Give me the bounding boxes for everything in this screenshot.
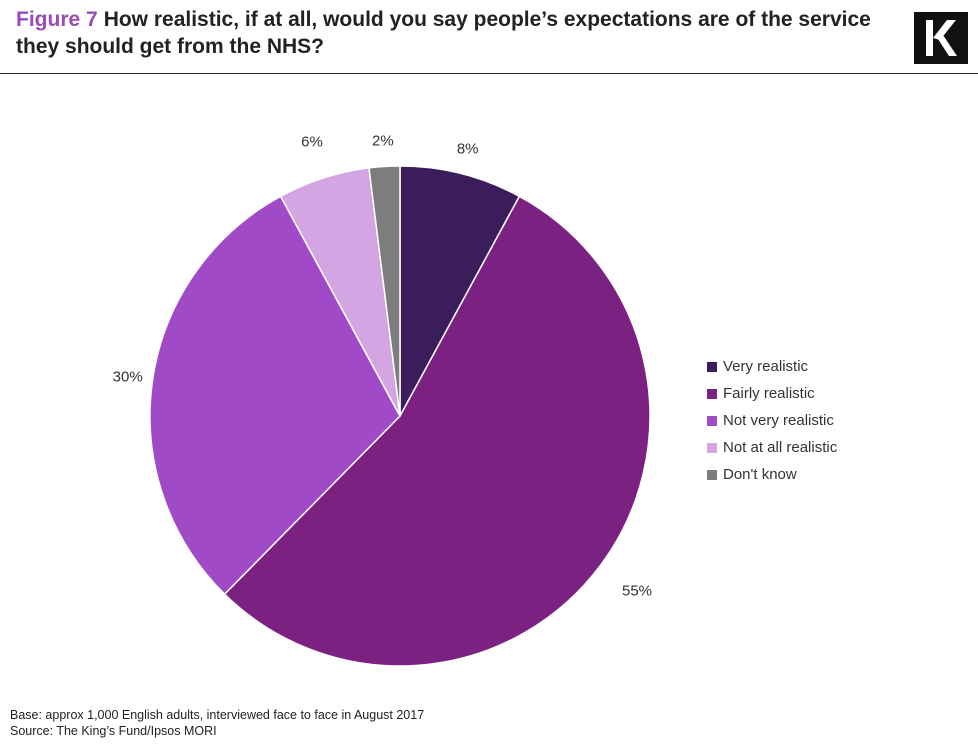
kings-fund-logo bbox=[914, 12, 968, 64]
source-note: Source: The King’s Fund/Ipsos MORI bbox=[10, 724, 217, 738]
chart-legend: Very realistic Fairly realistic Not very… bbox=[707, 353, 837, 488]
legend-swatch bbox=[707, 442, 717, 453]
base-note: Base: approx 1,000 English adults, inter… bbox=[10, 708, 425, 722]
legend-label: Not very realistic bbox=[723, 412, 834, 429]
legend-item-not-at-all-realistic: Not at all realistic bbox=[707, 434, 837, 461]
k-logo-icon bbox=[926, 20, 957, 56]
pie-slice-fairly-realistic bbox=[223, 195, 651, 667]
pie-slice-don-t-know bbox=[368, 165, 401, 417]
slice-label-very-realistic: 8% bbox=[457, 140, 479, 157]
legend-label: Fairly realistic bbox=[723, 385, 815, 402]
pie-slice-labels: 8% 55% 30% 6% 2% bbox=[113, 132, 652, 599]
legend-label: Don't know bbox=[723, 466, 797, 483]
pie-slice-not-very-realistic bbox=[149, 195, 401, 596]
figure-header: Figure 7 How realistic, if at all, would … bbox=[0, 0, 978, 74]
legend-item-fairly-realistic: Fairly realistic bbox=[707, 380, 837, 407]
pie-slice-very-realistic bbox=[399, 165, 521, 417]
legend-label: Very realistic bbox=[723, 358, 809, 375]
figure-title-text: How realistic, if at all, would you say … bbox=[16, 8, 871, 58]
legend-swatch bbox=[707, 388, 717, 399]
legend-label: Not at all realistic bbox=[723, 439, 838, 456]
figure-footer: Base: approx 1,000 English adults, inter… bbox=[10, 707, 424, 739]
slice-label-not-at-all-realistic: 6% bbox=[301, 133, 323, 150]
legend-item-not-very-realistic: Not very realistic bbox=[707, 407, 837, 434]
slice-label-fairly-realistic: 55% bbox=[622, 583, 652, 600]
legend-item-very-realistic: Very realistic bbox=[707, 353, 837, 380]
legend-swatch bbox=[707, 415, 717, 426]
figure-number: Figure 7 bbox=[16, 8, 98, 31]
pie-chart: 8% 55% 30% 6% 2% bbox=[113, 132, 652, 667]
slice-label-don-t-know: 2% bbox=[372, 132, 394, 149]
legend-swatch bbox=[707, 361, 717, 372]
slice-label-not-very-realistic: 30% bbox=[113, 369, 143, 386]
pie-slices bbox=[149, 165, 651, 667]
figure-title: Figure 7 How realistic, if at all, would … bbox=[16, 6, 876, 60]
legend-item-dont-know: Don't know bbox=[707, 461, 837, 488]
legend-swatch bbox=[707, 469, 717, 480]
